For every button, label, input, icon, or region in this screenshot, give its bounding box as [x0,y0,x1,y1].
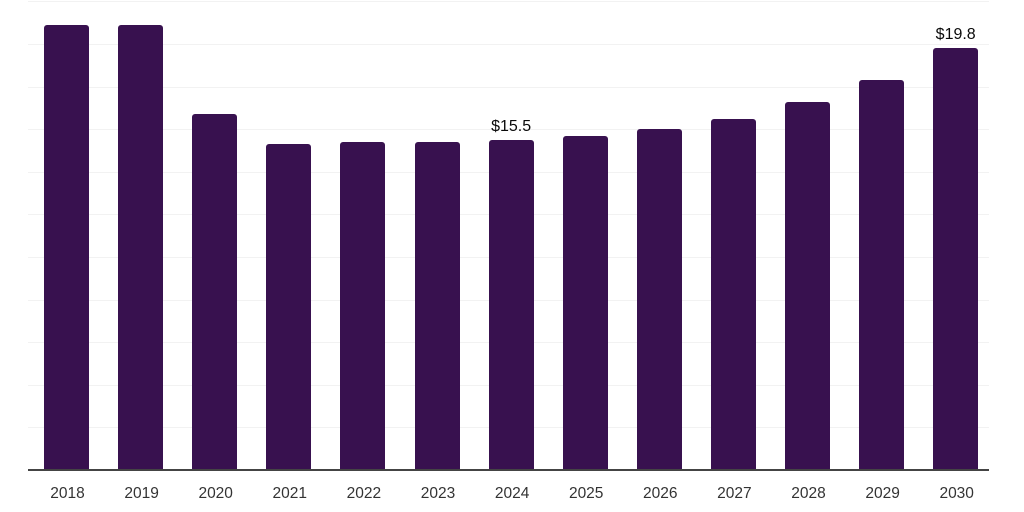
bar-2018 [44,24,89,470]
x-axis-line [28,469,989,471]
bar-2029 [859,80,905,470]
x-axis-label-2027: 2027 [717,485,752,502]
x-axis-label-2022: 2022 [346,485,382,502]
x-axis-label-2020: 2020 [198,485,233,502]
bar-2023 [414,141,460,470]
x-axis-label-2021: 2021 [272,485,308,502]
gridline [28,44,989,45]
x-axis-label-2029: 2029 [865,485,900,502]
x-axis-label-2030: 2030 [939,485,974,502]
bar-2026 [636,129,682,470]
x-axis-label-2023: 2023 [420,485,456,502]
bar-2019 [118,24,164,470]
x-axis-label-2024: 2024 [494,485,530,502]
bar-2028 [785,101,830,470]
x-axis-label-2019: 2019 [124,485,159,502]
x-axis-label-2018: 2018 [50,485,85,502]
bar-2022 [340,141,386,470]
gridline [28,1,989,3]
x-axis-label-2025: 2025 [568,485,604,502]
data-label-2024: $15.5 [491,117,532,135]
bar-2020 [192,114,238,470]
gridline [28,86,989,88]
x-axis-label-2026: 2026 [643,485,678,502]
bar-2027 [710,118,756,470]
bar-2025 [562,135,608,470]
bar-2030 [933,48,979,470]
bar-2021 [266,144,312,470]
bar-2024 [488,139,534,470]
data-label-2030: $19.8 [935,26,976,44]
x-axis-label-2028: 2028 [791,485,826,502]
